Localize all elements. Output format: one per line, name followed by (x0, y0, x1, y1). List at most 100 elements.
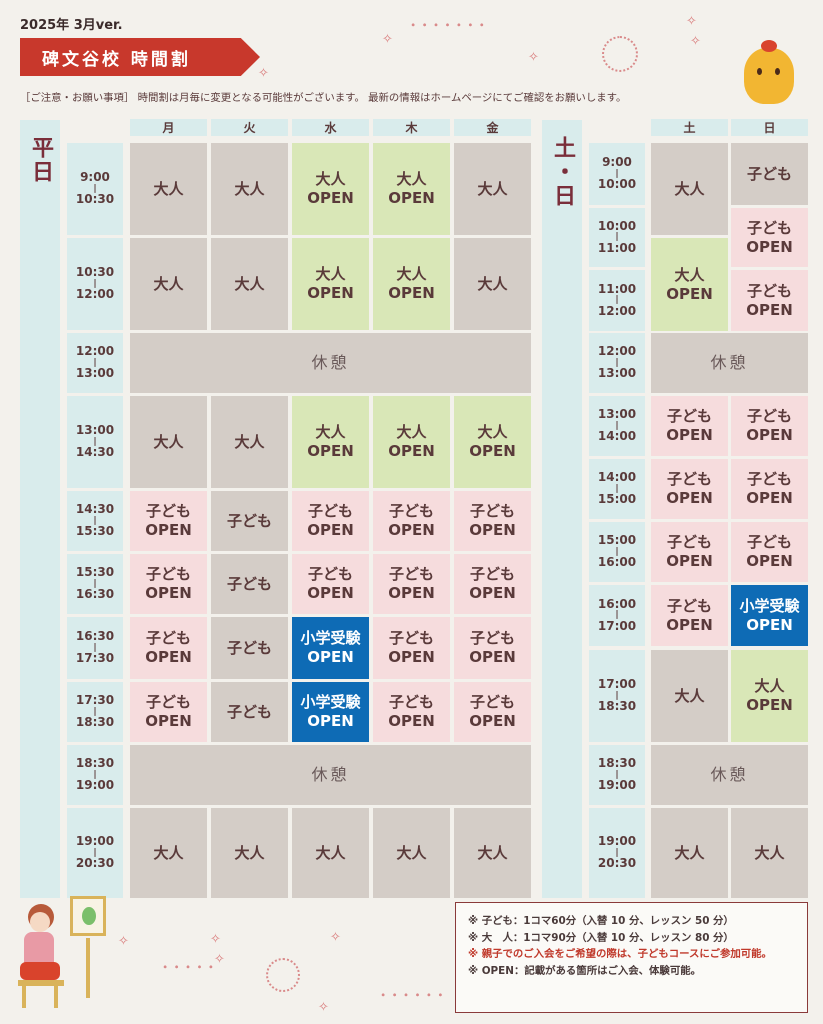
class-cell-line: 大人 (153, 843, 184, 862)
legend-box: ※ 子ども：1コマ60分（入替 10 分、レッスン 50 分） ※ 大 人：1コ… (455, 902, 808, 1013)
time-slot: 16:30 | 17:30 (67, 617, 123, 679)
class-cell-line: 子ども (145, 629, 191, 648)
time-end: 18:30 (75, 715, 115, 730)
class-cell: 子ども (211, 617, 288, 679)
class-cell-line: 子ども (666, 596, 712, 615)
time-separator: | (93, 515, 97, 526)
day-header-0: 月 (130, 119, 207, 136)
break-cell: 休憩 (130, 745, 531, 805)
class-cell-line: OPEN (307, 284, 354, 302)
class-cell-line: OPEN (666, 426, 713, 444)
class-cell: 大人 (211, 808, 288, 898)
class-cell-line: 小学受験 (739, 596, 800, 615)
class-cell-line: OPEN (469, 442, 516, 460)
class-cell-line: OPEN (469, 521, 516, 539)
class-cell-line: 大人 (477, 274, 508, 293)
time-separator: | (615, 769, 619, 780)
class-cell: 子ども OPEN (731, 270, 808, 331)
time-separator: | (93, 183, 97, 194)
class-cell-line: 大人 (396, 170, 427, 189)
class-cell: 子ども OPEN (373, 554, 450, 614)
time-start: 19:00 (75, 834, 115, 849)
class-cell: 大人 OPEN (292, 143, 369, 235)
time-slot: 15:30 | 16:30 (67, 554, 123, 614)
class-cell-line: OPEN (307, 648, 354, 666)
class-cell-line: 子ども (666, 407, 712, 426)
class-cell: 子ども OPEN (130, 554, 207, 614)
class-cell-line: OPEN (145, 584, 192, 602)
class-cell: 大人 OPEN (454, 396, 531, 488)
time-start: 16:00 (597, 596, 637, 611)
time-end: 19:00 (597, 778, 637, 793)
decoration-circle (266, 958, 300, 992)
weekend-label: 土・日 (550, 136, 575, 208)
class-cell: 子ども (211, 554, 288, 614)
class-cell: 子ども OPEN (454, 617, 531, 679)
notice-text: ［ご注意・お願い事項］ 時間割は月毎に変更となる可能性がございます。 最新の情報… (20, 92, 627, 104)
class-cell-line: 子ども (666, 533, 712, 552)
class-cell-line: OPEN (666, 615, 713, 634)
class-cell-line: 大人 (754, 843, 785, 862)
time-slot: 14:30 | 15:30 (67, 491, 123, 551)
class-cell-line: OPEN (388, 712, 435, 730)
time-end: 12:00 (75, 287, 115, 302)
class-cell: 子ども OPEN (373, 617, 450, 679)
legend-line-adults: ※ 大 人：1コマ90分（入替 10 分、レッスン 80 分） (468, 931, 734, 944)
class-cell: 大人 OPEN (292, 238, 369, 330)
time-start: 9:00 (80, 170, 110, 185)
time-start: 12:00 (75, 344, 115, 359)
class-cell: 子ども OPEN (130, 491, 207, 551)
class-cell: 子ども OPEN (292, 554, 369, 614)
class-cell-line: OPEN (388, 648, 435, 666)
time-slot: 18:30 | 19:00 (589, 745, 645, 805)
class-cell: 子ども OPEN (373, 491, 450, 551)
decoration-circle (602, 36, 638, 72)
class-cell: 子ども OPEN (454, 554, 531, 614)
sparkle-icon: ✧ (318, 1000, 329, 1015)
time-start: 11:00 (597, 281, 637, 296)
class-cell: 子ども OPEN (731, 459, 808, 519)
class-cell-line: 大人 (754, 677, 785, 696)
time-separator: | (615, 483, 619, 494)
time-separator: | (615, 357, 619, 368)
time-separator: | (615, 690, 619, 701)
version-label: 2025年 3月ver. (20, 18, 123, 33)
class-cell-line: 子ども (746, 470, 792, 489)
class-cell: 大人 (130, 396, 207, 488)
class-cell-line: OPEN (145, 712, 192, 730)
class-cell: 大人 (651, 650, 728, 742)
class-cell-line: 大人 (315, 843, 346, 862)
time-end: 10:30 (75, 192, 115, 207)
class-cell: 子ども OPEN (731, 522, 808, 582)
time-slot: 16:00 | 17:00 (589, 585, 645, 646)
class-cell: 子ども OPEN (292, 491, 369, 551)
class-cell: 大人 OPEN (731, 650, 808, 742)
sparkle-icon: ✧ (528, 50, 539, 65)
class-cell: 小学受験 OPEN (292, 682, 369, 742)
time-slot: 17:30 | 18:30 (67, 682, 123, 742)
time-end: 17:00 (597, 618, 637, 633)
time-end: 20:30 (597, 856, 637, 871)
time-separator: | (93, 706, 97, 717)
legend-line-children: ※ 子ども：1コマ60分（入替 10 分、レッスン 50 分） (468, 915, 734, 927)
sparkle-icon: ✧ (214, 952, 225, 967)
class-cell: 大人 (211, 396, 288, 488)
time-end: 14:30 (75, 445, 115, 460)
time-slot: 19:00 | 20:30 (589, 808, 645, 898)
time-end: 18:30 (597, 699, 637, 714)
easel-canvas (70, 896, 106, 936)
class-cell-line: OPEN (746, 426, 793, 444)
class-cell-line: 大人 (674, 843, 705, 862)
class-cell-line: OPEN (469, 712, 516, 730)
class-cell-line: 子ども (145, 502, 191, 521)
class-cell-line: 子ども (746, 407, 792, 426)
time-end: 16:30 (75, 587, 115, 602)
time-start: 15:30 (75, 565, 115, 580)
class-cell: 小学受験 OPEN (731, 585, 808, 646)
class-cell-line: OPEN (469, 584, 516, 602)
class-cell: 大人 (130, 808, 207, 898)
class-cell: 大人 (731, 808, 808, 898)
time-slot: 19:00 | 20:30 (67, 808, 123, 898)
class-cell-line: 子ども (307, 502, 353, 521)
class-cell: 子ども OPEN (130, 617, 207, 679)
